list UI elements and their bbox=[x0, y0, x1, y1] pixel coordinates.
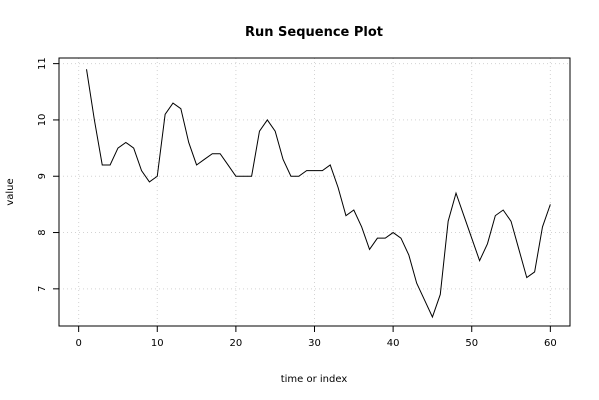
x-tick-label: 30 bbox=[308, 338, 321, 349]
y-axis-label: value bbox=[5, 178, 16, 205]
y-tick-label: 9 bbox=[37, 173, 48, 179]
x-tick-label: 0 bbox=[75, 338, 81, 349]
grid-lines bbox=[59, 58, 570, 326]
x-tick-label: 20 bbox=[230, 338, 243, 349]
x-tick-label: 60 bbox=[544, 338, 557, 349]
y-axis: 7 8 9 10 11 bbox=[37, 57, 59, 292]
series-line bbox=[86, 69, 551, 319]
y-tick-label: 11 bbox=[37, 57, 48, 70]
y-tick-label: 10 bbox=[37, 114, 48, 127]
x-axis: 0 10 20 30 40 50 60 bbox=[75, 326, 557, 349]
x-tick-label: 50 bbox=[465, 338, 478, 349]
x-tick-label: 40 bbox=[387, 338, 400, 349]
x-tick-label: 10 bbox=[151, 338, 164, 349]
chart-title: Run Sequence Plot bbox=[245, 25, 383, 40]
y-tick-label: 7 bbox=[37, 286, 48, 292]
y-tick-label: 8 bbox=[37, 229, 48, 235]
x-axis-label: time or index bbox=[281, 374, 348, 385]
